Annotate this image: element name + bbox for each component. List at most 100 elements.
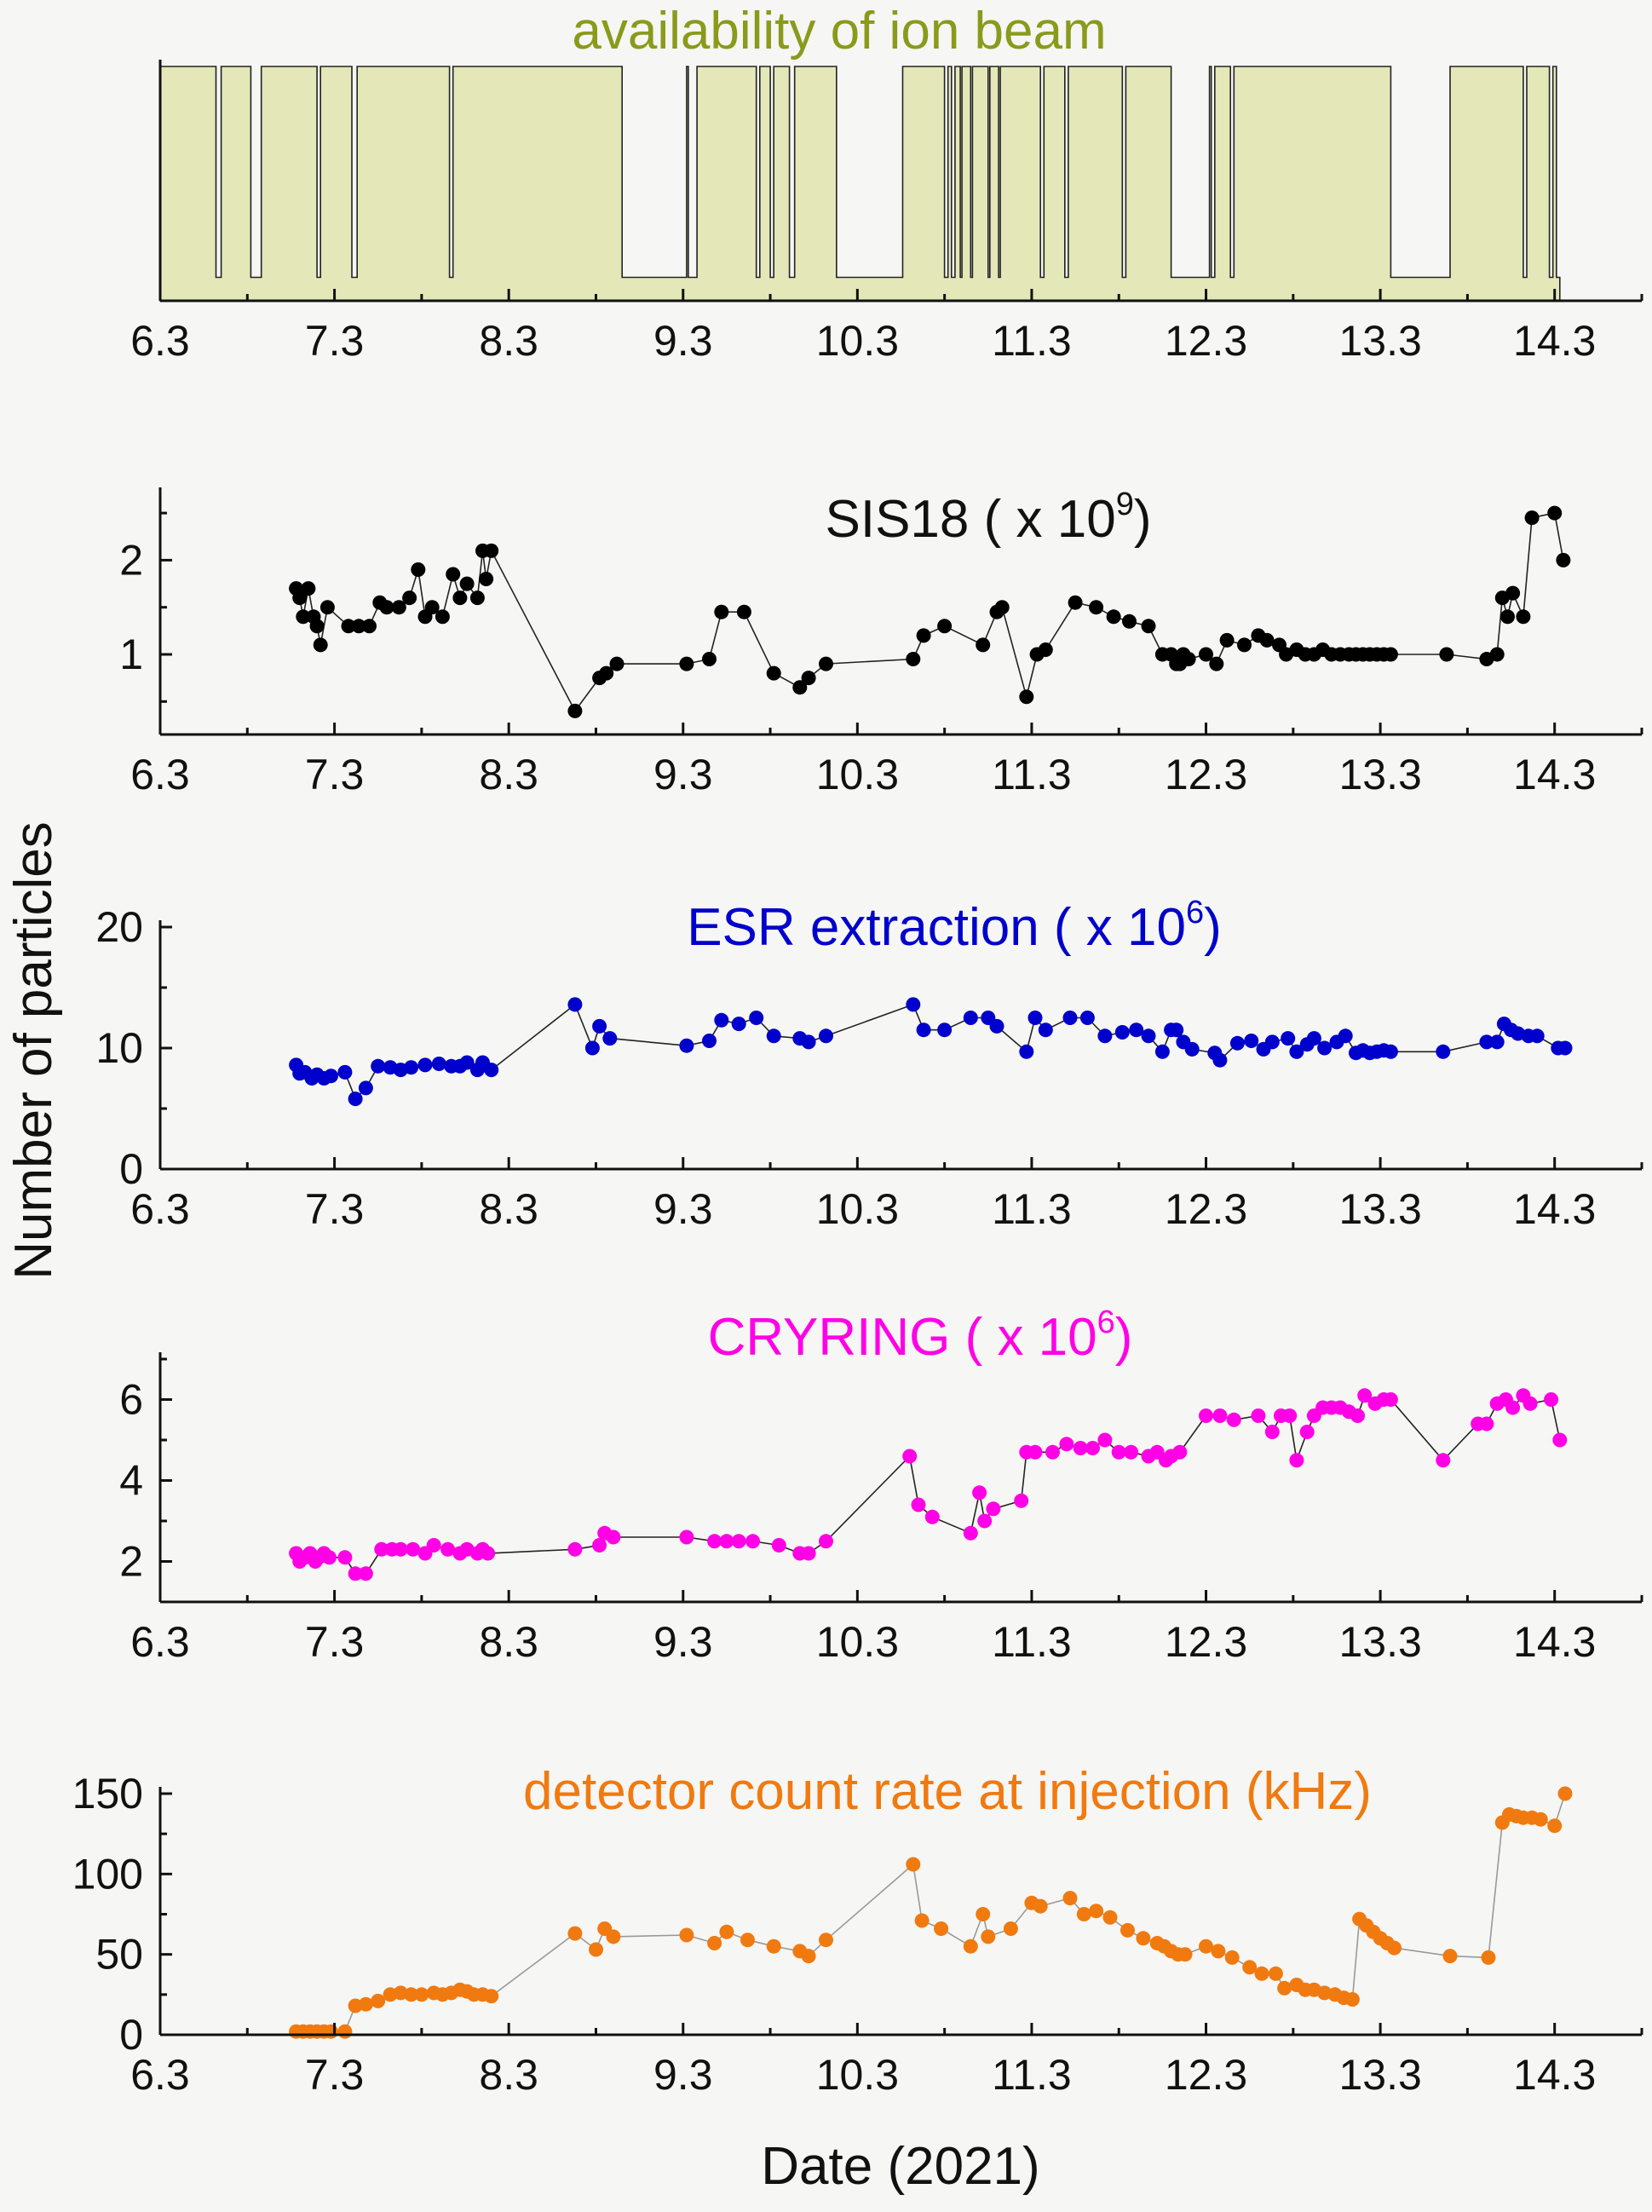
detector-data-point <box>707 1936 722 1950</box>
detector-data-point <box>679 1927 694 1943</box>
sis18-data-point <box>714 604 729 619</box>
cryring-data-point <box>1085 1441 1100 1455</box>
sis18-data-point <box>341 619 356 634</box>
cryring-title: CRYRING ( x 106) <box>708 1305 1133 1367</box>
esr-data-point <box>324 1069 338 1084</box>
detector-data-point <box>1557 1786 1573 1801</box>
cryring-data-point <box>1350 1408 1365 1423</box>
esr-panel: ESR extraction ( x 106) 6.3 7.3 8.3 9.3 10.3… <box>95 895 1643 1233</box>
cryring-data-point <box>592 1538 607 1552</box>
esr-data-point <box>714 1012 729 1028</box>
detector-data-point <box>358 1996 373 2012</box>
cryring-data-point <box>1264 1425 1280 1439</box>
cryring-x-tick-label: 11.3 <box>992 1618 1072 1666</box>
sis18-data-point <box>1141 619 1156 634</box>
sis18-data-point <box>994 600 1010 615</box>
esr-data-point <box>1383 1044 1398 1059</box>
cryring-data-point <box>348 1566 363 1581</box>
sis18-plot: 6.3 7.3 8.3 9.3 10.3 11.3 12.3 13.3 14.3 1 2 <box>119 487 1643 798</box>
detector-data-point <box>1089 1904 1104 1919</box>
detector-data-point <box>766 1938 781 1954</box>
cryring-data-point <box>337 1550 353 1565</box>
sis18-x-tick-label: 6.3 <box>130 751 190 798</box>
detector-data-point <box>1199 1938 1213 1954</box>
esr-data-point <box>766 1028 781 1044</box>
detector-x-tick-label: 9.3 <box>653 2051 713 2099</box>
cryring-title-text: CRYRING ( x 10 <box>708 1308 1097 1367</box>
cryring-data-point <box>1505 1400 1521 1415</box>
detector-data-point <box>1442 1949 1458 1964</box>
sis18-data-point <box>1219 632 1235 648</box>
esr-data-point <box>1436 1044 1451 1059</box>
cryring-data-point <box>481 1546 496 1561</box>
shared-y-axis-label: Number of particles <box>4 821 63 1280</box>
detector-x-tick-label: 7.3 <box>305 2051 365 2099</box>
detector-y-tick-label: 50 <box>95 1931 143 1979</box>
cryring-data-point <box>1544 1392 1559 1407</box>
sis18-data-point <box>1547 505 1563 521</box>
detector-x-tick-label: 10.3 <box>816 2051 899 2099</box>
esr-title-close: ) <box>1204 898 1222 957</box>
esr-data-point <box>1306 1031 1321 1046</box>
cryring-data-point <box>719 1534 734 1549</box>
sis18-data-point <box>362 619 377 634</box>
availability-x-tick-label: 8.3 <box>479 317 538 365</box>
detector-x-tick-label: 8.3 <box>479 2051 538 2099</box>
availability-plot: 6.3 7.3 8.3 9.3 10.3 11.3 12.3 13.3 14.3 <box>130 60 1643 365</box>
sis18-data-point <box>402 590 417 606</box>
cryring-data-point <box>1124 1444 1139 1460</box>
sis18-data-point <box>906 652 921 666</box>
sis18-data-point <box>1038 642 1053 657</box>
esr-x-tick-label: 7.3 <box>305 1185 365 1233</box>
sis18-data-point <box>766 665 781 681</box>
sis18-data-point <box>411 562 426 577</box>
sis18-data-point <box>937 619 953 634</box>
esr-y-tick-label: 10 <box>95 1024 143 1072</box>
esr-data-point <box>337 1064 353 1080</box>
sis18-data-point <box>309 619 325 634</box>
sis18-data-point <box>679 656 694 671</box>
esr-y-tick-label: 20 <box>95 903 143 951</box>
cryring-data-point <box>1357 1388 1373 1403</box>
esr-data-point <box>484 1063 499 1078</box>
cryring-data-point <box>406 1541 421 1557</box>
esr-data-point <box>404 1060 419 1075</box>
sis18-title-text: SIS18 ( x 10 <box>826 490 1116 549</box>
sis18-title-close: ) <box>1134 490 1152 549</box>
esr-x-tick-label: 11.3 <box>992 1185 1072 1233</box>
cryring-title-exponent: 6 <box>1097 1305 1115 1340</box>
esr-data-point <box>1062 1011 1078 1025</box>
sis18-data-point <box>1237 637 1252 653</box>
availability-x-tick-label: 14.3 <box>1513 317 1596 365</box>
sis18-title-exponent: 9 <box>1116 487 1134 522</box>
detector-data-point <box>1547 1818 1563 1834</box>
esr-data-point <box>567 997 583 1012</box>
cryring-data-point <box>1299 1425 1315 1439</box>
sis18-data-point <box>1556 552 1571 567</box>
detector-data-point <box>1062 1891 1078 1906</box>
esr-data-point <box>584 1040 600 1056</box>
esr-data-point <box>1038 1022 1053 1038</box>
esr-data-point <box>1129 1022 1144 1038</box>
cryring-x-tick-label: 10.3 <box>816 1618 899 1666</box>
esr-data-point <box>1479 1034 1494 1050</box>
cryring-data-point <box>1552 1432 1568 1448</box>
detector-data-point <box>1224 1950 1240 1965</box>
sis18-y-tick-label: 2 <box>119 536 143 584</box>
cryring-data-point <box>963 1525 978 1541</box>
esr-data-point <box>1229 1035 1245 1051</box>
esr-x-tick-label: 10.3 <box>816 1185 899 1233</box>
esr-data-point <box>1079 1011 1095 1025</box>
sis18-data-point <box>391 600 406 615</box>
cryring-data-point <box>1199 1408 1213 1423</box>
esr-data-point <box>1338 1028 1353 1044</box>
detector-data-point <box>934 1921 949 1936</box>
cryring-x-tick-label: 8.3 <box>479 1618 538 1666</box>
detector-x-tick-label: 12.3 <box>1165 2051 1247 2099</box>
sis18-x-tick-label: 10.3 <box>816 751 899 798</box>
sis18-data-point <box>1439 647 1454 662</box>
cryring-data-point <box>902 1449 918 1464</box>
cryring-data-point <box>1073 1441 1088 1455</box>
sis18-data-point <box>292 590 308 606</box>
detector-plot: 6.3 7.3 8.3 9.3 10.3 11.3 12.3 13.3 14.3 0 50 100 15… <box>72 1770 1643 2099</box>
